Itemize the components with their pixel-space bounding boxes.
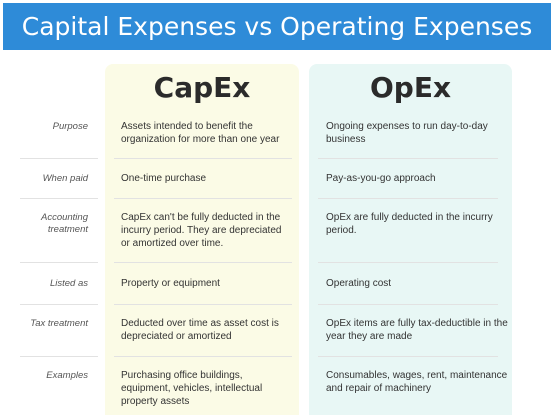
capex-when-paid: One-time purchase [121, 173, 207, 184]
capex-accounting-treatment: CapEx can't be fully deducted in the inc… [121, 212, 282, 249]
opex-purpose: Ongoing expenses to run day-to-day busin… [326, 121, 488, 145]
row-label-listed-as: Listed as [49, 278, 88, 289]
row-divider [318, 304, 498, 305]
row-divider [20, 356, 98, 357]
row-label-when-paid: When paid [42, 173, 88, 184]
row-divider [114, 158, 292, 159]
capex-tax-treatment: Deducted over time as asset cost is depr… [121, 318, 279, 342]
row-divider [318, 262, 498, 263]
row-divider [318, 158, 498, 159]
page-title: Capital Expenses vs Operating Expenses [21, 12, 533, 41]
row-label-accounting-treatment: Accounting treatment [40, 212, 88, 235]
row-divider [318, 356, 498, 357]
row-divider [20, 262, 98, 263]
capex-purpose: Assets intended to benefit the organizat… [121, 121, 280, 145]
row-label-tax-treatment: Tax treatment [30, 318, 88, 329]
capex-header: CapEx [153, 71, 251, 104]
row-divider [114, 356, 292, 357]
opex-listed-as: Operating cost [326, 278, 392, 289]
row-label-purpose: Purpose [52, 121, 88, 132]
row-divider [114, 304, 292, 305]
row-divider [20, 158, 98, 159]
capex-listed-as: Property or equipment [121, 278, 220, 289]
row-divider [114, 198, 292, 199]
row-label-examples: Examples [46, 370, 88, 381]
opex-examples: Consumables, wages, rent, maintenance an… [326, 370, 508, 394]
opex-when-paid: Pay-as-you-go approach [326, 173, 436, 184]
opex-tax-treatment: OpEx items are fully tax-deductible in t… [326, 318, 508, 342]
row-divider [20, 198, 98, 199]
row-divider [20, 304, 98, 305]
title-banner: Capital Expenses vs Operating Expenses [3, 3, 551, 50]
row-divider [318, 198, 498, 199]
opex-column [309, 64, 512, 415]
row-divider [114, 262, 292, 263]
opex-header: OpEx [369, 71, 452, 104]
capex-examples: Purchasing office buildings, equipment, … [121, 370, 263, 407]
opex-accounting-treatment: OpEx are fully deducted in the incurry p… [326, 212, 493, 236]
